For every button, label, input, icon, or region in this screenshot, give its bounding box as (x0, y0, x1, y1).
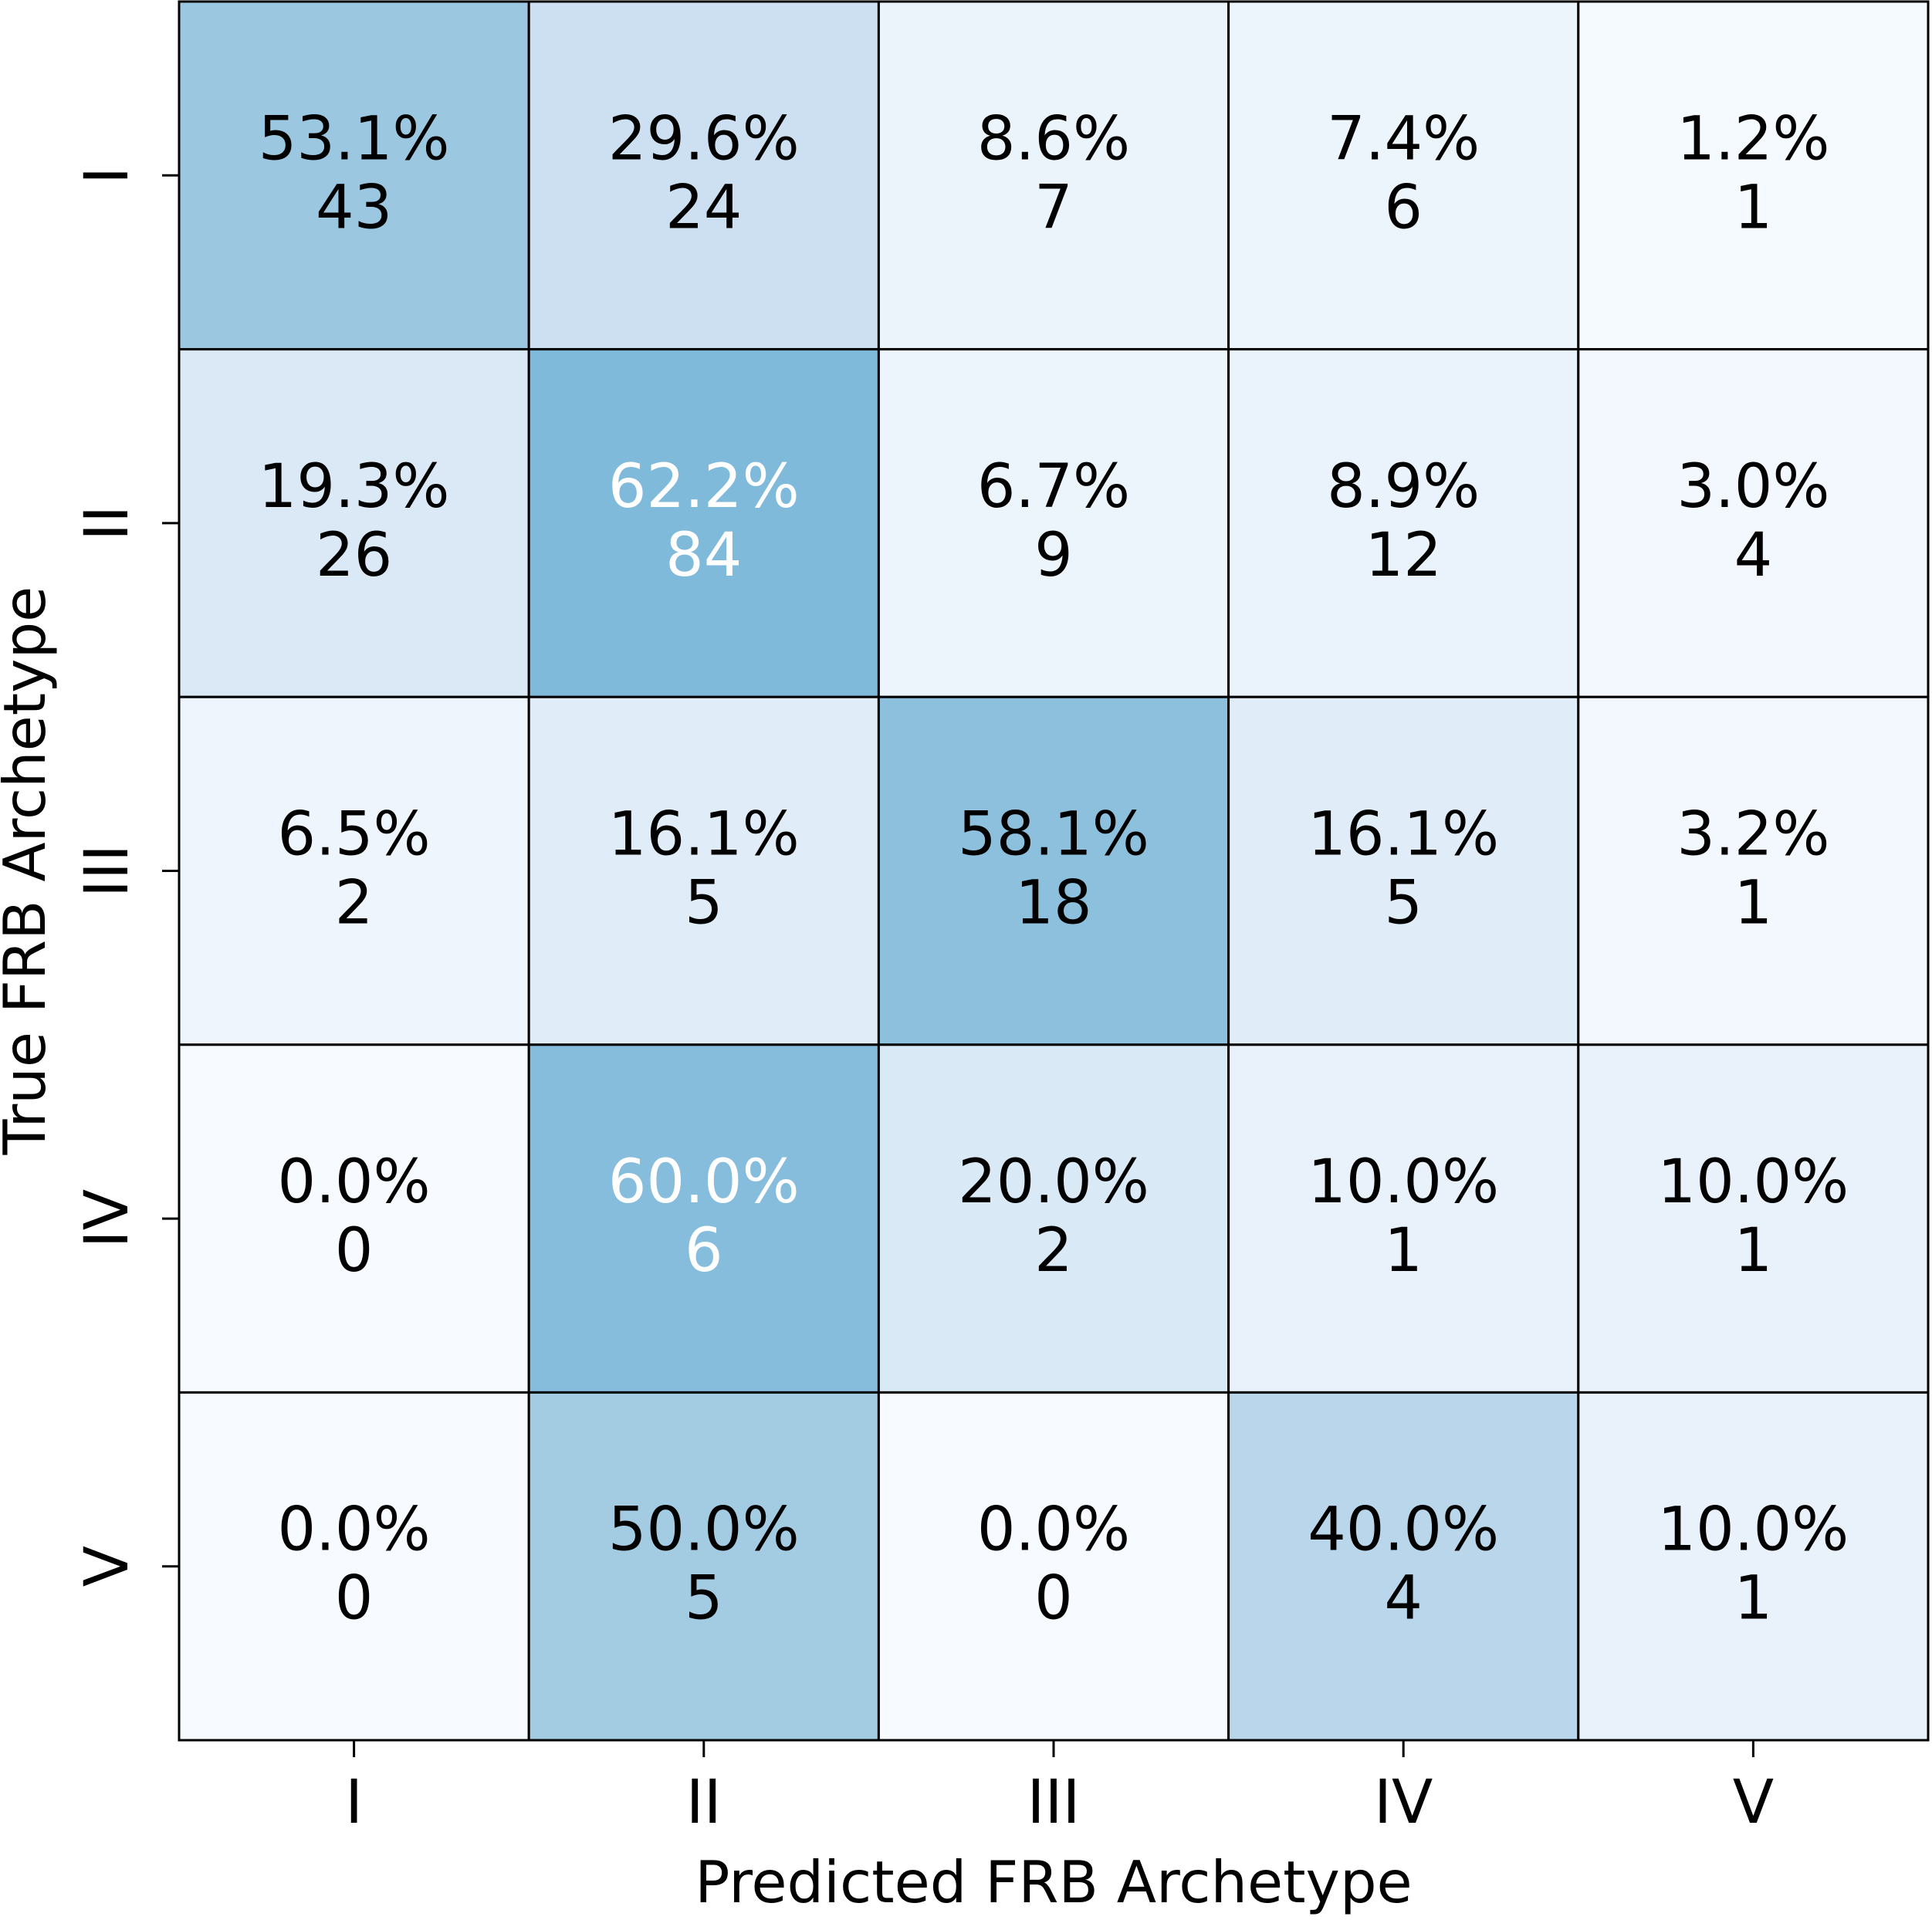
heatmap-cell (527, 1043, 880, 1394)
cell-count-label: 2 (1034, 1216, 1073, 1286)
x-tick-label: I (345, 1768, 363, 1837)
cell-count-label: 26 (316, 521, 392, 590)
heatmap-cell (1577, 0, 1930, 351)
cell-percent-label: 16.1% (608, 800, 800, 870)
cell-percent-label: 7.4% (1327, 104, 1480, 174)
cell-count-label: 4 (1734, 521, 1773, 590)
cell-count-label: 1 (1734, 869, 1773, 938)
heatmap-cell (178, 0, 530, 351)
cell-count-label: 5 (685, 869, 723, 938)
heatmap-cell (527, 0, 880, 351)
cell-count-label: 84 (665, 521, 742, 590)
cell-percent-label: 29.6% (608, 104, 800, 174)
cell-count-label: 0 (335, 1564, 374, 1634)
heatmap-cell (877, 695, 1230, 1046)
cell-count-label: 0 (335, 1216, 374, 1286)
heatmap-cell (178, 348, 530, 698)
heatmap-cell (1577, 695, 1930, 1046)
cell-count-label: 5 (685, 1564, 723, 1634)
cell-percent-label: 60.0% (608, 1148, 800, 1217)
cell-count-label: 2 (335, 869, 374, 938)
cell-count-label: 18 (1015, 869, 1091, 938)
heatmap-cell (527, 1391, 880, 1742)
cell-percent-label: 10.0% (1658, 1148, 1849, 1217)
cell-percent-label: 10.0% (1658, 1496, 1849, 1565)
y-tick-label: V (73, 1546, 142, 1587)
heatmap-cell (1577, 348, 1930, 698)
x-tick-label: IV (1374, 1768, 1433, 1837)
cell-count-label: 9 (1034, 521, 1073, 590)
cell-percent-label: 0.0% (977, 1496, 1130, 1565)
cell-percent-label: 16.1% (1308, 800, 1499, 870)
cell-count-label: 0 (1034, 1564, 1073, 1634)
heatmap-cell (877, 1391, 1230, 1742)
x-tick-label: III (1027, 1768, 1080, 1837)
cell-percent-label: 6.5% (278, 800, 431, 870)
cell-count-label: 12 (1365, 521, 1442, 590)
cell-percent-label: 8.6% (977, 104, 1130, 174)
cell-count-label: 4 (1384, 1564, 1423, 1634)
x-axis-label: Predicted FRB Archetype (695, 1848, 1412, 1916)
cell-percent-label: 20.0% (958, 1148, 1149, 1217)
cell-percent-label: 3.2% (1677, 800, 1829, 870)
x-tick-label: V (1733, 1768, 1774, 1837)
cell-percent-label: 6.7% (977, 452, 1130, 522)
cell-count-label: 1 (1384, 1216, 1423, 1286)
cell-percent-label: 53.1% (259, 104, 450, 174)
heatmap-cell (877, 1043, 1230, 1394)
y-tick-label: III (73, 844, 142, 897)
heatmap-cell (1227, 0, 1580, 351)
heatmap-cell (877, 348, 1230, 698)
y-tick-label: II (73, 505, 142, 541)
cell-percent-label: 58.1% (958, 800, 1149, 870)
cell-percent-label: 40.0% (1308, 1496, 1499, 1565)
heatmap-cell (527, 695, 880, 1046)
y-tick-label: I (73, 167, 142, 184)
cell-percent-label: 0.0% (278, 1496, 431, 1565)
cell-count-label: 1 (1734, 1564, 1773, 1634)
cell-percent-label: 0.0% (278, 1148, 431, 1217)
x-tick-label: II (686, 1768, 722, 1837)
y-axis-label: True FRB Archetype (0, 586, 59, 1156)
y-tick-label: IV (73, 1189, 142, 1248)
cell-count-label: 7 (1034, 173, 1073, 242)
cell-percent-label: 10.0% (1308, 1148, 1499, 1217)
cell-count-label: 43 (316, 173, 392, 242)
cell-count-label: 1 (1734, 173, 1773, 242)
cell-count-label: 24 (665, 173, 742, 242)
cell-percent-label: 62.2% (608, 452, 800, 522)
heatmap-cell (1577, 1391, 1930, 1742)
heatmap-cell (1227, 1043, 1580, 1394)
heatmap-cell (178, 1391, 530, 1742)
cell-count-label: 1 (1734, 1216, 1773, 1286)
heatmap-cells: 53.1%4329.6%248.6%77.4%61.2%119.3%2662.2… (178, 0, 1930, 1742)
cell-count-label: 6 (685, 1216, 723, 1286)
cell-percent-label: 1.2% (1677, 104, 1829, 174)
heatmap-cell (1227, 695, 1580, 1046)
cell-percent-label: 19.3% (259, 452, 450, 522)
cell-percent-label: 8.9% (1327, 452, 1480, 522)
heatmap-cell (527, 348, 880, 698)
cell-percent-label: 3.0% (1677, 452, 1829, 522)
cell-count-label: 6 (1384, 173, 1423, 242)
cell-count-label: 5 (1384, 869, 1423, 938)
heatmap-cell (1577, 1043, 1930, 1394)
cell-percent-label: 50.0% (608, 1496, 800, 1565)
